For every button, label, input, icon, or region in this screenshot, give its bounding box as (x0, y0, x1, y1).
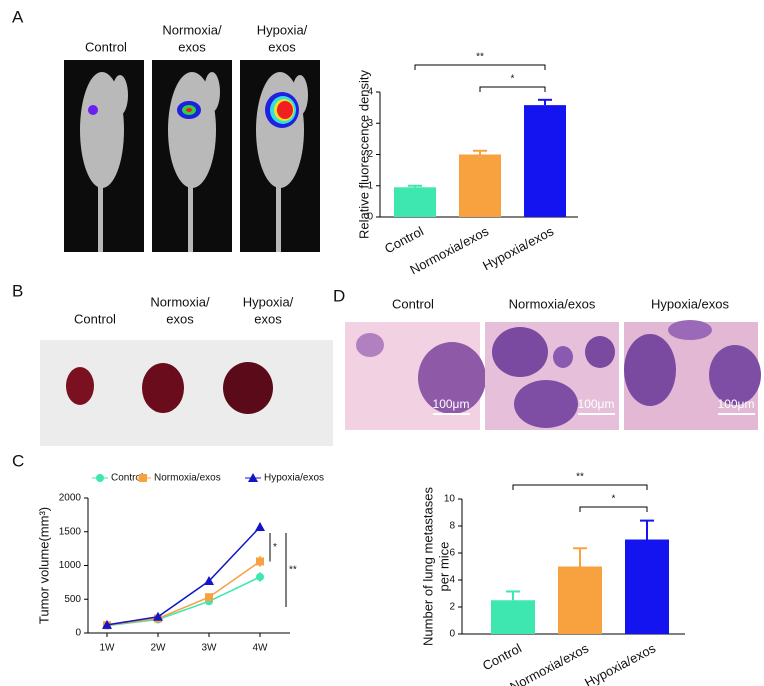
marker (256, 572, 264, 581)
image-label: Normoxia/exos (509, 296, 596, 311)
x-tick-label: 2W (151, 643, 167, 654)
y-tick-label: 4 (367, 87, 373, 98)
image-label: Hypoxia/exos (651, 296, 730, 311)
y-tick-label: 8 (449, 521, 455, 532)
y-tick-label: 6 (449, 548, 455, 559)
marker (256, 557, 264, 566)
y-tick-label: 0 (367, 212, 373, 223)
marker (205, 593, 213, 602)
y-tick-label: 2000 (59, 493, 82, 504)
bar (524, 105, 566, 217)
y-tick-label: 1 (367, 180, 373, 191)
significance-label: ** (476, 52, 484, 63)
tumor-photo (40, 340, 333, 446)
image-label: Normoxia/ (162, 22, 222, 37)
y-tick-label: 2 (449, 602, 455, 613)
scale-bar-label: 100μm (433, 397, 470, 411)
significance-bracket (414, 64, 546, 70)
y-tick-label: 0 (449, 629, 455, 640)
significance-label: * (273, 542, 277, 553)
y-axis-label: Number of lung metastases (420, 487, 435, 646)
x-tick-label: 4W (253, 643, 269, 654)
y-tick-label: 10 (444, 494, 456, 505)
image-label: exos (166, 311, 194, 326)
x-tick-label: Hypoxia/exos (582, 640, 658, 686)
panel-label: D (333, 286, 345, 305)
y-tick-label: 500 (64, 594, 81, 605)
line (106, 560, 261, 626)
legend-label: Hypoxia/exos (264, 473, 324, 484)
y-axis-label: Tumor volume(mm³) (36, 507, 51, 624)
marker (204, 576, 214, 586)
image-label: Control (392, 296, 434, 311)
significance-bracket (479, 86, 546, 92)
marker (153, 611, 163, 621)
legend-label: Control (111, 473, 143, 484)
panel-label: A (12, 7, 24, 26)
y-tick-label: 0 (75, 628, 81, 639)
legend-label: Normoxia/exos (154, 473, 221, 484)
histology-images (345, 320, 761, 430)
significance-label: * (612, 494, 616, 505)
bar (558, 566, 602, 634)
image-label: exos (178, 39, 206, 54)
significance-bracket (579, 506, 648, 512)
y-tick-label: 2 (367, 149, 373, 160)
x-tick-label: 1W (100, 643, 116, 654)
x-tick-label: Hypoxia/exos (480, 223, 556, 273)
y-axis-label: Relative fluorescence density (356, 69, 371, 239)
scale-bar-label: 100μm (718, 397, 755, 411)
image-label: Hypoxia/ (257, 22, 308, 37)
marker (255, 522, 265, 532)
image-label: Hypoxia/ (243, 294, 294, 309)
image-label: Control (74, 311, 116, 326)
image-label: Control (85, 39, 127, 54)
significance-bracket (512, 484, 648, 490)
image-label: exos (268, 39, 296, 54)
significance-label: * (511, 74, 515, 85)
bar (459, 154, 501, 217)
line (106, 576, 261, 627)
marker (248, 473, 258, 482)
significance-label: ** (576, 472, 584, 483)
line (106, 526, 261, 626)
panel-label: B (12, 281, 23, 300)
bar (491, 600, 535, 634)
x-tick-label: Control (480, 640, 524, 673)
scale-bar-label: 100μm (578, 397, 615, 411)
x-tick-label: 3W (202, 643, 218, 654)
panel-label: C (12, 451, 24, 470)
image-label: exos (254, 311, 282, 326)
y-tick-label: 1500 (59, 526, 82, 537)
image-label: Normoxia/ (150, 294, 210, 309)
y-tick-label: 1000 (59, 560, 82, 571)
y-tick-label: 4 (449, 575, 455, 586)
bar (625, 539, 669, 634)
significance-label: ** (289, 565, 297, 576)
marker (139, 474, 147, 482)
mouse-photos (64, 60, 320, 252)
marker (96, 474, 104, 482)
y-axis-label: per mice (436, 542, 451, 592)
x-tick-label: Control (382, 223, 426, 256)
bar (394, 187, 436, 217)
y-tick-label: 3 (367, 118, 373, 129)
marker (102, 619, 112, 629)
